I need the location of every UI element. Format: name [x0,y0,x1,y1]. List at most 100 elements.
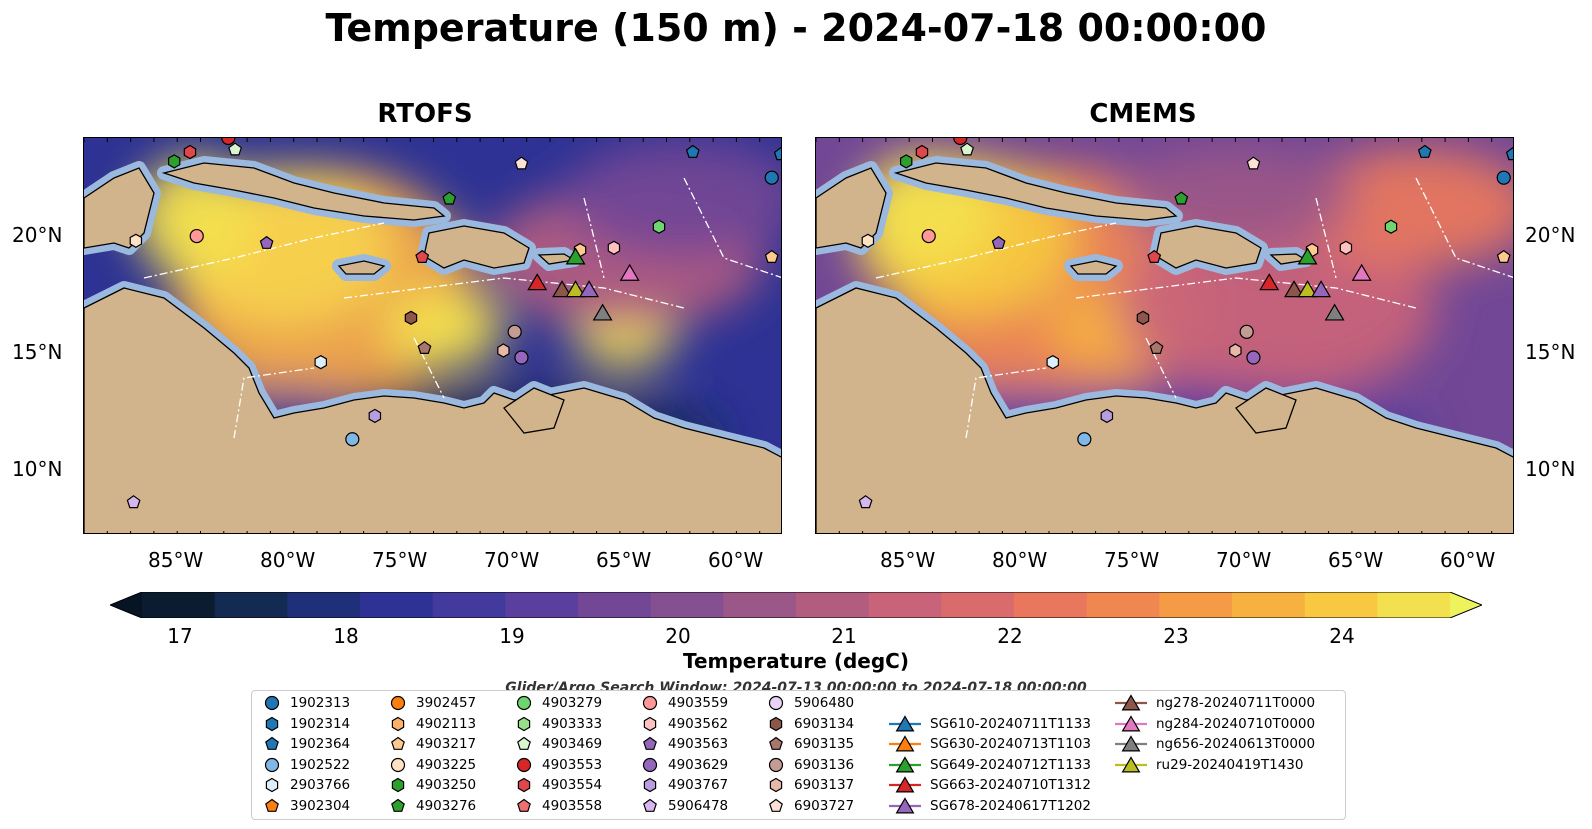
legend-marker-shape[interactable] [516,757,532,772]
legend-marker-shape[interactable] [391,736,405,751]
glider-marker-3[interactable] [1297,280,1318,298]
legend-marker-shape[interactable] [642,757,658,772]
float-marker-23[interactable] [1100,408,1114,424]
float-marker-7[interactable] [764,170,779,185]
float-marker-4[interactable] [442,191,457,205]
float-marker-4[interactable] [1174,191,1189,205]
float-marker-17[interactable] [1136,310,1150,325]
legend-marker-shape[interactable] [264,695,280,711]
glider-marker-0[interactable] [1297,247,1318,265]
map-panel-cmems[interactable] [815,137,1514,534]
glider-marker-6[interactable] [592,303,613,321]
glider-marker-4[interactable] [1311,280,1332,298]
float-marker-1[interactable] [183,144,197,160]
legend-marker-shape[interactable] [768,695,784,711]
legend-glider-triangle[interactable] [1121,756,1141,773]
legend-marker-shape[interactable] [769,736,783,751]
legend-marker-shape[interactable] [264,757,280,772]
float-marker-6[interactable] [685,144,700,158]
float-marker-21[interactable] [497,343,510,358]
float-marker-19[interactable] [1046,355,1059,370]
legend-marker-shape[interactable] [391,798,405,812]
float-marker-19[interactable] [314,355,327,370]
float-marker-18[interactable] [417,340,432,354]
legend-marker-shape[interactable] [517,798,531,812]
legend-marker-shape[interactable] [390,695,406,711]
legend-marker-shape[interactable] [769,798,783,812]
legend-marker-shape[interactable] [265,736,279,751]
float-marker-20[interactable] [1239,324,1254,339]
legend-marker-shape[interactable] [517,736,531,751]
float-marker-3[interactable] [960,142,975,156]
float-marker-5[interactable] [1246,156,1261,170]
float-marker-24[interactable] [345,432,360,447]
float-marker-10[interactable] [189,228,204,244]
legend-glider-triangle[interactable] [895,735,915,752]
float-marker-12[interactable] [1384,219,1398,234]
legend-marker-shape[interactable] [643,716,657,731]
legend-glider-triangle[interactable] [895,756,915,773]
glider-marker-6[interactable] [1324,303,1345,321]
float-marker-25[interactable] [126,495,141,509]
float-marker-20[interactable] [507,324,522,339]
legend-marker-shape[interactable] [391,778,405,793]
float-marker-13[interactable] [1496,249,1511,264]
float-marker-15[interactable] [607,240,621,255]
legend-glider-triangle[interactable] [1121,694,1141,711]
legend-marker-shape[interactable] [643,778,657,793]
float-marker-6[interactable] [1417,144,1432,158]
map-panel-rtofs[interactable] [83,137,782,534]
glider-marker-1[interactable] [1259,273,1280,291]
legend-marker-shape[interactable] [642,695,658,711]
legend-marker-shape[interactable] [265,798,279,812]
glider-marker-2[interactable] [1284,280,1304,298]
float-marker-11[interactable] [259,235,274,249]
float-marker-0[interactable] [167,154,181,169]
float-marker-5[interactable] [514,156,529,170]
float-marker-17[interactable] [404,310,418,325]
glider-marker-2[interactable] [552,280,572,298]
float-marker-15[interactable] [1339,240,1353,255]
legend-marker-shape[interactable] [517,716,531,731]
float-marker-9[interactable] [129,233,143,248]
legend-glider-triangle[interactable] [1121,735,1141,752]
float-marker-3[interactable] [228,142,243,156]
float-marker-1[interactable] [915,144,929,160]
legend-marker-shape[interactable] [265,778,279,793]
float-marker-0[interactable] [899,154,913,169]
legend-glider-triangle[interactable] [895,776,915,793]
float-marker-8[interactable] [1505,147,1514,161]
legend-glider-triangle[interactable] [895,714,915,732]
float-marker-24[interactable] [1077,432,1092,447]
float-marker-2[interactable] [221,138,236,146]
float-marker-21[interactable] [1229,343,1242,358]
float-marker-18[interactable] [1149,340,1164,354]
legend-marker-shape[interactable] [516,695,532,711]
float-marker-8[interactable] [773,147,782,161]
float-marker-22[interactable] [514,350,529,365]
legend-glider-triangle[interactable] [1121,714,1141,732]
legend-marker-shape[interactable] [768,757,784,772]
float-marker-22[interactable] [1246,350,1261,365]
legend-marker-shape[interactable] [391,716,405,731]
glider-marker-0[interactable] [565,247,586,265]
float-marker-2[interactable] [953,138,968,146]
glider-marker-5[interactable] [1351,263,1372,281]
legend-marker-shape[interactable] [769,778,783,793]
float-marker-25[interactable] [858,495,873,509]
legend-marker-shape[interactable] [265,716,279,731]
glider-marker-3[interactable] [565,280,586,298]
float-marker-10[interactable] [921,228,936,244]
legend-marker-shape[interactable] [769,716,783,731]
float-marker-16[interactable] [415,249,430,264]
legend-marker-shape[interactable] [517,778,531,793]
legend-marker-shape[interactable] [390,757,406,772]
float-marker-12[interactable] [652,219,666,234]
float-marker-16[interactable] [1147,249,1162,264]
glider-marker-1[interactable] [527,273,548,291]
legend-marker-shape[interactable] [643,736,657,751]
glider-marker-5[interactable] [619,263,640,281]
legend-glider-triangle[interactable] [895,797,915,814]
legend-marker-shape[interactable] [643,798,657,812]
glider-marker-4[interactable] [579,280,600,298]
